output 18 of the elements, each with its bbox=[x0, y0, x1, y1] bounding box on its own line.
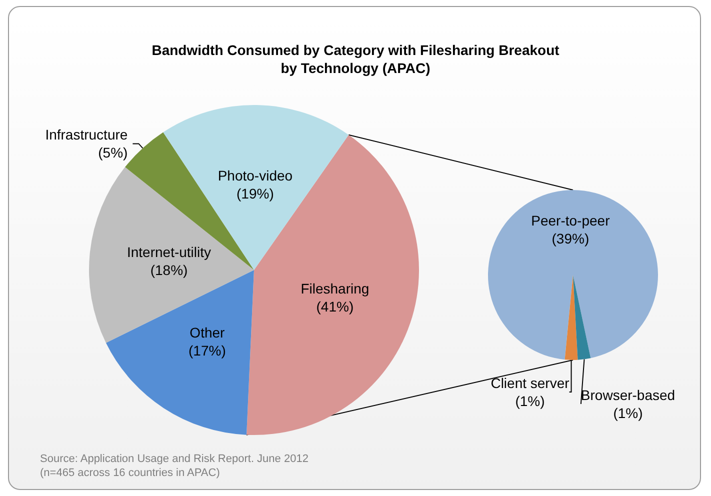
chart-title: Bandwidth Consumed by Category with Filesharing Breakout by Technology (APAC) bbox=[152, 42, 560, 76]
slice-label: Browser-based bbox=[580, 387, 676, 403]
data-label: (39%) bbox=[552, 230, 590, 247]
data-label: (19%) bbox=[236, 186, 274, 202]
slice-label: Other bbox=[190, 324, 226, 341]
data-label: (1%) bbox=[515, 393, 545, 409]
slice-label: Internet-utility bbox=[126, 244, 212, 260]
data-label: (17%) bbox=[188, 342, 226, 359]
data-label: (18%) bbox=[150, 262, 188, 278]
slice-label: Photo-video bbox=[218, 168, 293, 184]
slice-label: Peer-to-peer bbox=[531, 212, 610, 229]
slice-label: Client server bbox=[490, 375, 570, 391]
data-label: (41%) bbox=[316, 298, 354, 315]
slice-label: Filesharing bbox=[300, 280, 370, 297]
data-label: (5%) bbox=[98, 144, 128, 161]
source-note: Source: Application Usage and Risk Report. June 2012 (n=465 across 16 countries in APAC) bbox=[40, 453, 312, 479]
data-label: (1%) bbox=[613, 405, 643, 421]
slice-label: Infrastructure bbox=[45, 126, 128, 143]
